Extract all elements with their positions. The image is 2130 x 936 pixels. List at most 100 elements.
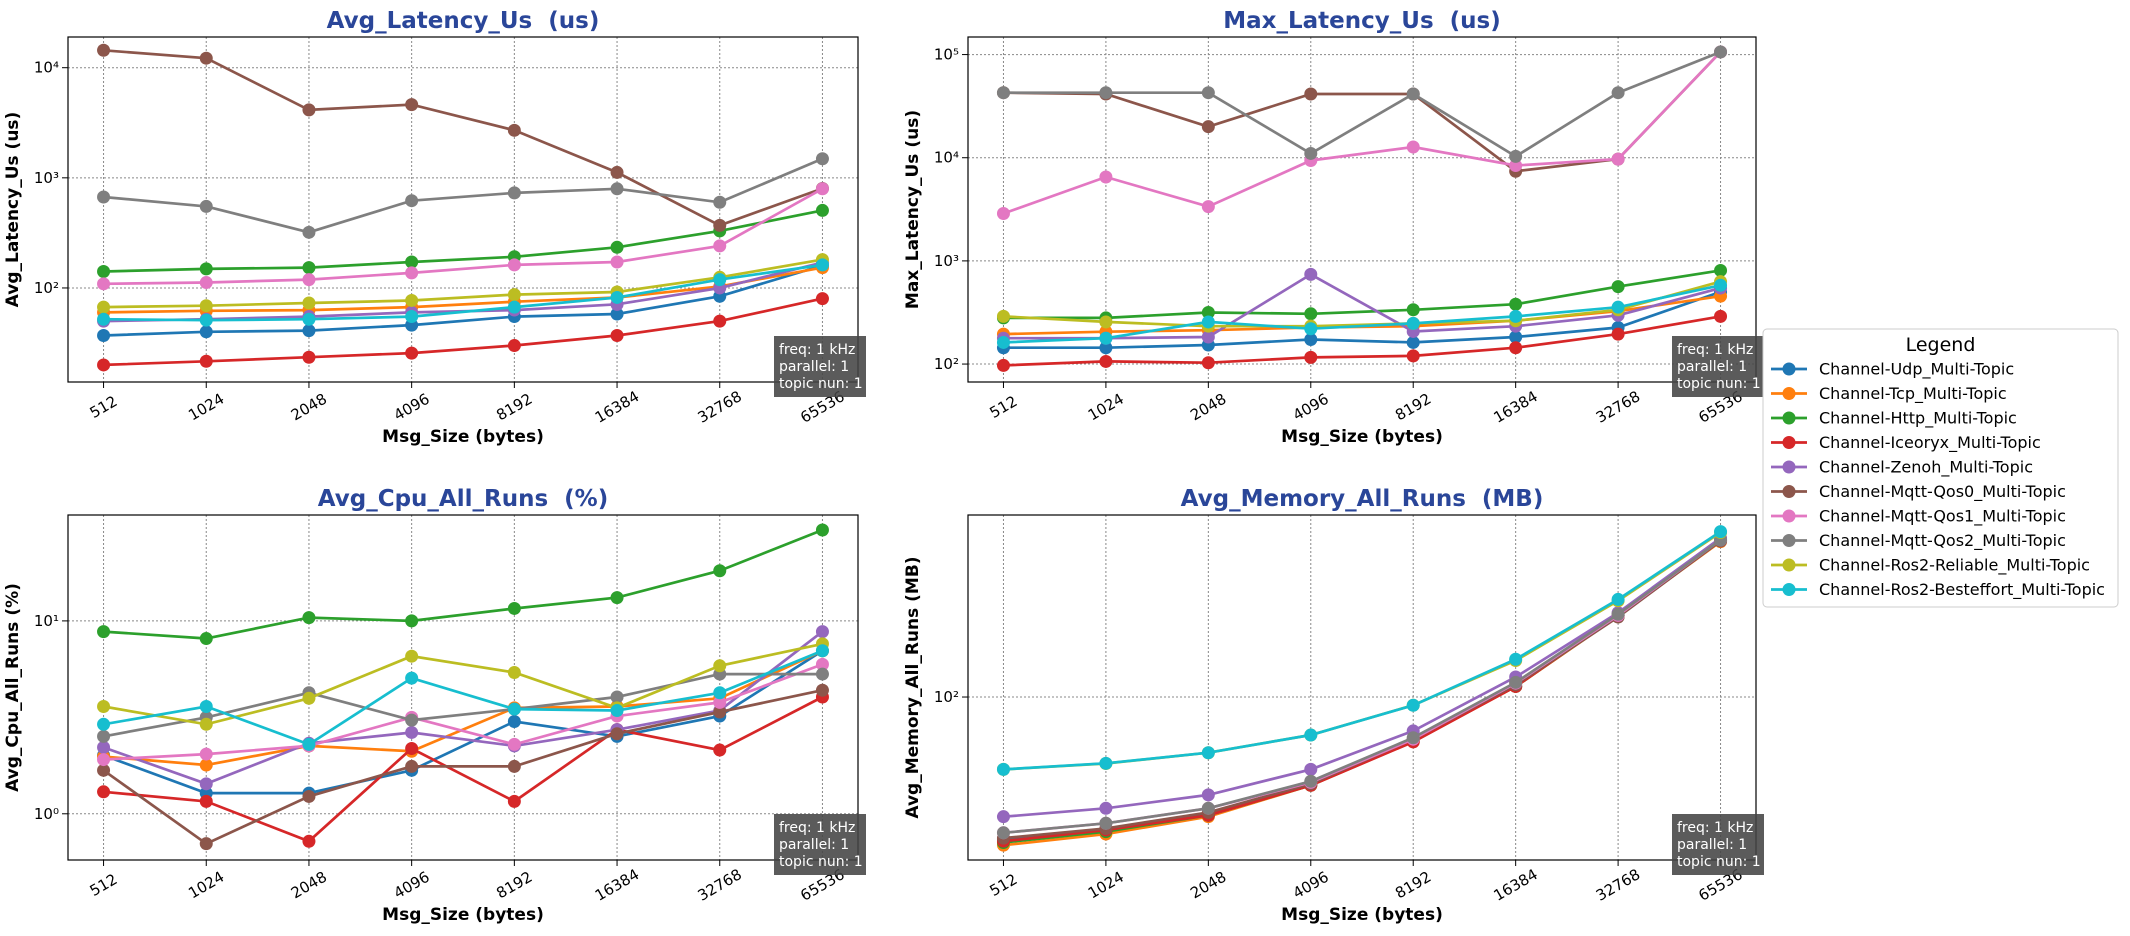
point [507, 339, 521, 353]
series-line [1003, 269, 1721, 320]
point [199, 299, 213, 313]
point [405, 346, 419, 360]
plot-area [68, 37, 858, 382]
point [1304, 728, 1318, 742]
x-tick-label: 16384 [1490, 387, 1540, 426]
point [507, 258, 521, 272]
y-tick-label: 10⁴ [34, 59, 59, 77]
point [815, 258, 829, 272]
point [1099, 816, 1113, 830]
point [610, 704, 624, 718]
point [815, 657, 829, 671]
plot-area [968, 515, 1756, 860]
point [713, 564, 727, 578]
point [507, 737, 521, 751]
point [302, 103, 316, 117]
series-line [103, 649, 823, 746]
x-tick-label: 4096 [1290, 868, 1332, 903]
axes-frame [967, 514, 1757, 861]
point [302, 312, 316, 326]
legend-marker [1782, 436, 1796, 449]
point [1406, 303, 1420, 317]
point [1201, 86, 1215, 100]
point [405, 759, 419, 773]
series-line [1003, 530, 1722, 771]
point [405, 266, 419, 280]
point [302, 737, 316, 751]
x-tick-label: 32768 [1593, 865, 1643, 904]
point [199, 777, 213, 791]
point [1201, 330, 1215, 344]
point [302, 296, 316, 310]
point [1611, 607, 1625, 621]
series-line [103, 48, 823, 227]
point [815, 152, 829, 166]
point [302, 691, 316, 705]
point [1201, 801, 1215, 815]
point [815, 523, 829, 537]
point [610, 591, 624, 605]
point [815, 644, 829, 658]
chart-title: Max_Latency_Us (us) [1223, 8, 1500, 34]
y-axis-label: Avg_Cpu_All_Runs (%) [3, 583, 23, 792]
point [815, 683, 829, 697]
annotation-text: topic nun: 1 [779, 854, 863, 870]
legend-label: Channel-Mqtt-Qos0_Multi-Topic [1819, 482, 2066, 502]
point [97, 753, 111, 767]
point [713, 195, 727, 209]
x-tick-label: 1024 [1085, 868, 1127, 903]
point [1201, 306, 1215, 320]
y-axis-label: Max_Latency_Us (us) [903, 110, 923, 309]
legend-marker [1782, 534, 1796, 547]
point [302, 225, 316, 239]
point [507, 300, 521, 314]
point [1406, 731, 1420, 745]
legend-label: Channel-Http_Multi-Topic [1819, 409, 2017, 429]
series-line [103, 157, 823, 234]
point [199, 313, 213, 327]
x-axis-label: Msg_Size (bytes) [1281, 905, 1443, 925]
point [507, 666, 521, 680]
point [610, 727, 624, 741]
point [199, 276, 213, 290]
point [405, 649, 419, 663]
point [507, 759, 521, 773]
point [1714, 45, 1728, 59]
point [97, 729, 111, 743]
point [1099, 170, 1113, 184]
point [610, 690, 624, 704]
point [1099, 354, 1113, 368]
x-tick-label: 4096 [391, 390, 433, 425]
series-line [103, 630, 824, 786]
legend-label: Channel-Tcp_Multi-Topic [1819, 384, 2007, 404]
annotation-box [774, 814, 866, 875]
series-line [103, 695, 824, 843]
legend-box [1762, 328, 2119, 608]
point [1304, 146, 1318, 160]
series-line [1003, 315, 1721, 367]
point [996, 309, 1010, 323]
point [302, 273, 316, 287]
x-tick-label: 2048 [288, 390, 330, 425]
point [302, 789, 316, 803]
point [713, 686, 727, 700]
point [405, 255, 419, 269]
point [815, 625, 829, 639]
legend-label: Channel-Iceoryx_Multi-Topic [1819, 433, 2041, 453]
point [199, 747, 213, 761]
point [302, 261, 316, 275]
point [199, 699, 213, 713]
point [97, 300, 111, 314]
y-tick-label: 10⁴ [934, 149, 959, 167]
point [1509, 297, 1523, 311]
point [996, 207, 1010, 221]
point [1304, 350, 1318, 364]
point [1611, 300, 1625, 314]
point [1304, 762, 1318, 776]
point [713, 314, 727, 328]
point [815, 667, 829, 681]
x-tick-label: 4096 [1290, 390, 1332, 425]
point [1714, 525, 1728, 539]
y-axis-label: Avg_Memory_All_Runs (MB) [903, 556, 923, 818]
series-line [103, 266, 823, 314]
